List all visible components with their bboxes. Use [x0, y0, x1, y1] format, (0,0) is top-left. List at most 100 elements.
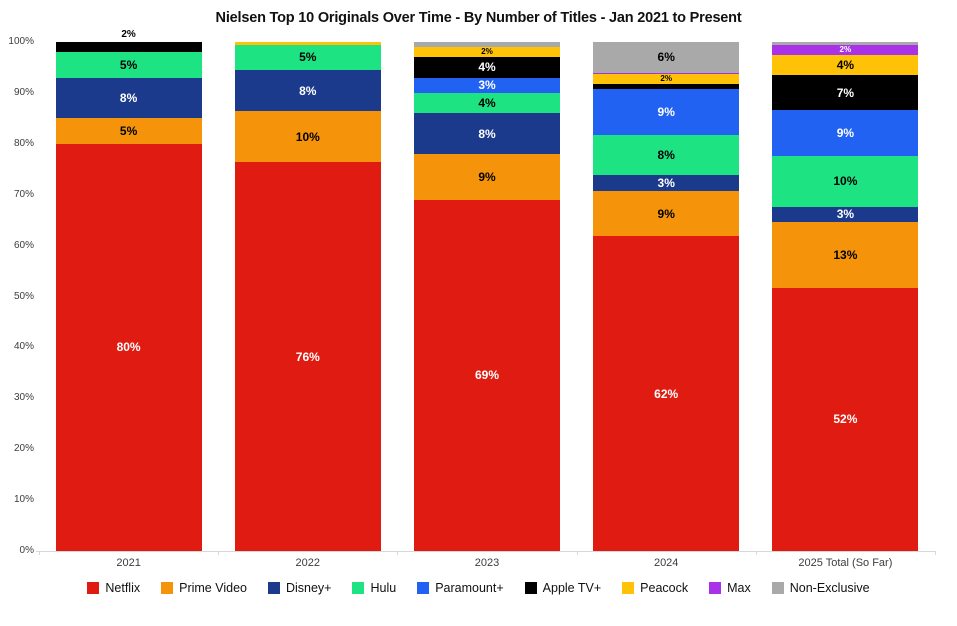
bar-segment-non-exclusive: [414, 42, 560, 48]
legend-item-hulu: Hulu: [352, 581, 396, 595]
bar-segment-disney-: 3%: [593, 175, 740, 191]
bar-segment-netflix: 69%: [414, 199, 560, 551]
bar-segment-non-exclusive: 6%: [593, 42, 740, 73]
legend-item-paramount-: Paramount+: [417, 581, 504, 595]
bar-segment-apple-tv-: [593, 84, 740, 90]
bar-segment-peacock: 2%: [593, 74, 740, 85]
x-axis-tick: [935, 551, 936, 555]
segment-value-label: 4%: [836, 57, 855, 72]
x-axis-line: [36, 551, 936, 552]
legend-item-peacock: Peacock: [622, 581, 688, 595]
bar-segment-peacock: 4%: [772, 54, 919, 75]
segment-value-label: 3%: [478, 78, 496, 93]
legend-swatch-icon: [771, 582, 784, 594]
legend-swatch-icon: [524, 582, 537, 594]
segment-value-label: 3%: [657, 176, 675, 191]
bar-segment-paramount-: 9%: [772, 110, 919, 156]
chart-title: Nielsen Top 10 Originals Over Time - By …: [215, 10, 742, 26]
bar-segment-disney-: 8%: [414, 113, 560, 154]
legend-swatch-icon: [352, 582, 365, 594]
bar-segment-peacock: 2%: [414, 47, 560, 58]
x-category-label: 2024: [653, 557, 679, 569]
bar-segment-prime-video: 13%: [772, 221, 919, 288]
legend-swatch-icon: [709, 582, 722, 594]
segment-value-label: 76%: [295, 349, 320, 364]
bar-segment-disney-: 3%: [772, 206, 919, 222]
legend-item-max: Max: [709, 581, 751, 595]
y-tick-label: 50%: [13, 290, 34, 302]
segment-value-label: 52%: [833, 412, 858, 427]
y-tick-label: 30%: [13, 392, 34, 404]
y-tick-label: 80%: [13, 137, 34, 149]
x-axis-tick: [218, 551, 220, 555]
stacked-bar-2021: 80% 5% 8% 5%: [55, 42, 202, 551]
stacked-bar-2024: 62% 9% 3% 8% 9% 2% 6%: [593, 42, 740, 551]
segment-value-label: 7%: [836, 85, 855, 100]
segment-value-label: 5%: [299, 50, 317, 65]
segment-value-label: 13%: [833, 247, 858, 262]
segment-value-label: 3%: [836, 207, 855, 222]
legend-swatch-icon: [622, 582, 635, 594]
bar-segment-max: [593, 72, 740, 75]
segment-value-label: 8%: [119, 91, 138, 106]
bar-segment-peacock: [234, 42, 381, 45]
bar-segment-prime-video: 10%: [234, 111, 381, 163]
y-tick-label: 0%: [19, 545, 34, 556]
segment-value-label: 10%: [833, 174, 858, 189]
y-tick-label: 90%: [13, 86, 34, 98]
x-axis-tick: [397, 551, 399, 555]
legend-swatch-icon: [417, 582, 430, 594]
segment-value-label: 8%: [478, 126, 496, 141]
x-category-label: 2022: [295, 557, 321, 569]
bar-segment-paramount-: 9%: [593, 89, 740, 135]
y-tick-label: 20%: [13, 443, 34, 455]
legend-swatch-icon: [87, 582, 100, 594]
legend: Netflix Prime Video Disney+ Hulu Paramount+ A…: [0, 581, 957, 595]
legend-item-apple-tv-: Apple TV+: [524, 581, 601, 595]
bar-segment-non-exclusive: [772, 42, 919, 45]
legend-label: Prime Video: [179, 581, 247, 595]
segment-value-label: 4%: [478, 96, 496, 111]
y-tick-label: 60%: [13, 239, 34, 251]
legend-item-prime-video: Prime Video: [161, 581, 247, 595]
segment-value-label: 80%: [116, 340, 141, 355]
bar-segment-prime-video: 9%: [593, 190, 740, 237]
bar-segment-netflix: 76%: [234, 162, 381, 551]
bar-segment-max: 2%: [772, 44, 919, 55]
bar-segment-hulu: 10%: [772, 155, 919, 207]
y-tick-label: 10%: [13, 494, 34, 506]
legend-label: Netflix: [105, 581, 141, 595]
legend-swatch-icon: [267, 582, 280, 594]
x-axis-tick: [576, 551, 578, 555]
segment-value-label: 69%: [474, 368, 500, 383]
segment-value-label: 5%: [119, 57, 138, 72]
legend-item-netflix: Netflix: [87, 581, 140, 595]
x-category-label: 2023: [474, 557, 500, 569]
stacked-bar-2022: 76% 10% 8% 5%: [234, 42, 381, 551]
segment-value-label: 2%: [481, 47, 493, 57]
x-axis-tick: [755, 551, 757, 555]
bar-segment-disney-: 8%: [234, 70, 381, 112]
bar-segment-hulu: 5%: [234, 44, 381, 71]
bar-segment-apple-tv-: 4%: [414, 57, 560, 78]
segment-value-label: 62%: [654, 386, 679, 401]
legend-item-disney-: Disney+: [267, 581, 331, 595]
bar-segment-prime-video: 9%: [414, 154, 560, 200]
bar-segment-hulu: 8%: [593, 134, 740, 176]
legend-item-non-exclusive: Non-Exclusive: [771, 581, 870, 595]
bar-segment-netflix: 62%: [593, 236, 740, 551]
segment-value-label: 2%: [839, 44, 852, 54]
segment-value-label: 6%: [657, 50, 675, 65]
y-tick-label: 70%: [13, 188, 34, 200]
segment-value-label: 9%: [657, 105, 675, 120]
x-category-label: 2021: [116, 557, 141, 569]
segment-value-label: 9%: [478, 169, 496, 184]
bar-segment-hulu: 5%: [55, 52, 202, 78]
segment-value-label: 8%: [299, 83, 317, 98]
bar-segment-prime-video: 5%: [55, 118, 202, 144]
outside-value-label: 2%: [121, 29, 136, 40]
legend-swatch-icon: [161, 582, 174, 594]
y-tick-label: 100%: [8, 36, 34, 47]
stacked-bar-2023: 69% 9% 8% 4% 3% 4% 2%: [414, 42, 560, 551]
